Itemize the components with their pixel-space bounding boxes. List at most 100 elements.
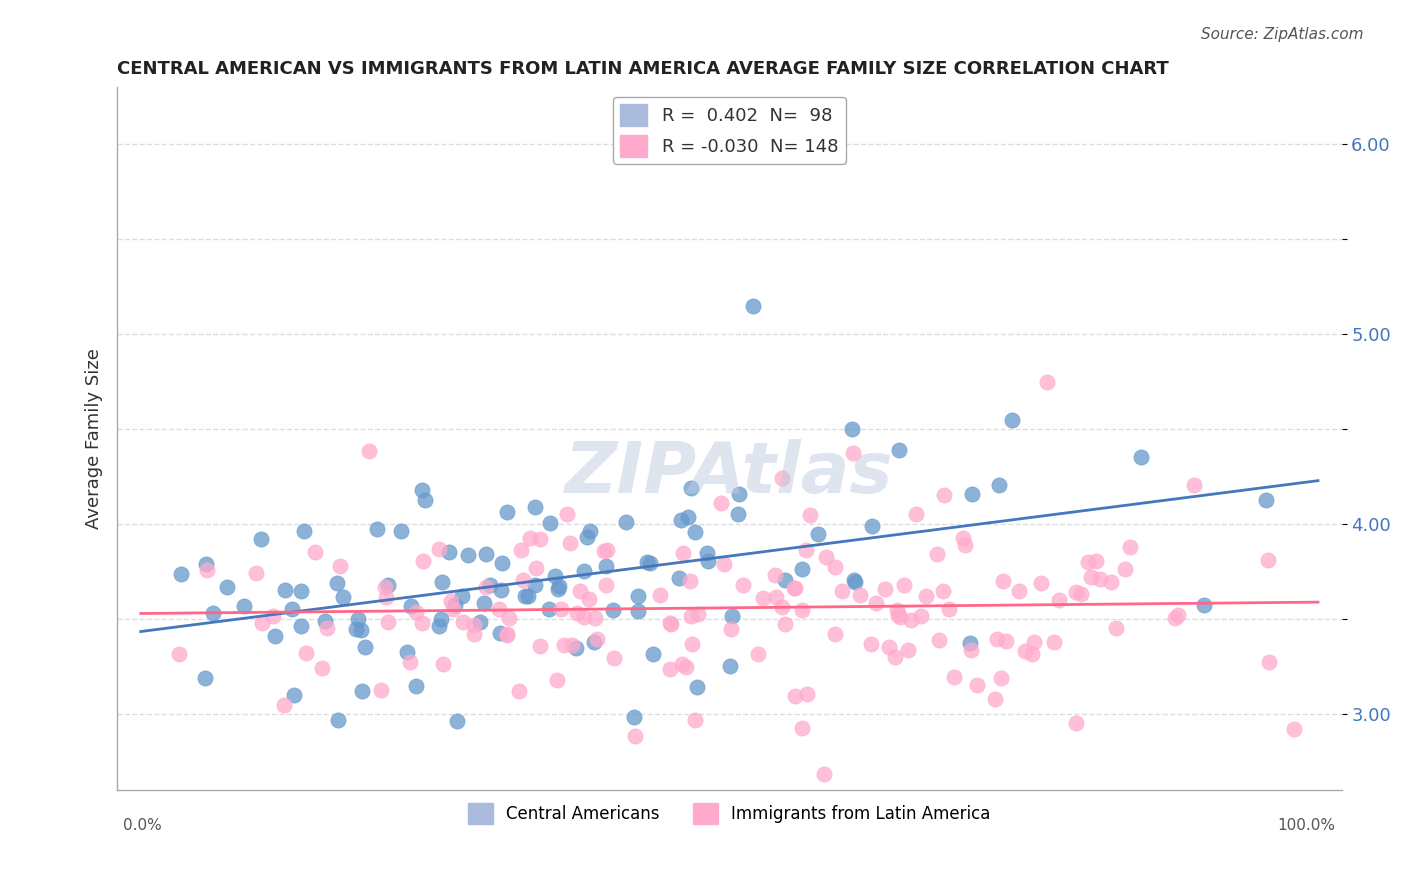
Central Americans [401, 599, 423, 613]
Central Americans [1001, 412, 1024, 426]
Central Americans [1254, 493, 1277, 508]
Immigrants from Latin America [1119, 541, 1142, 555]
Immigrants from Latin America [463, 627, 485, 641]
Immigrants from Latin America [1064, 585, 1087, 599]
Immigrants from Latin America [925, 547, 948, 561]
Central Americans [354, 640, 377, 655]
Immigrants from Latin America [578, 591, 600, 606]
Immigrants from Latin America [167, 647, 190, 661]
Central Americans [595, 559, 617, 574]
Central Americans [366, 522, 388, 536]
Immigrants from Latin America [572, 609, 595, 624]
Immigrants from Latin America [747, 647, 769, 661]
Immigrants from Latin America [991, 574, 1014, 588]
Central Americans [627, 604, 650, 618]
Central Americans [413, 493, 436, 508]
Immigrants from Latin America [900, 613, 922, 627]
Immigrants from Latin America [831, 583, 853, 598]
Immigrants from Latin America [995, 634, 1018, 648]
Central Americans [515, 589, 537, 603]
Central Americans [290, 619, 312, 633]
Immigrants from Latin America [942, 670, 965, 684]
Immigrants from Latin America [785, 582, 807, 596]
Central Americans [405, 679, 427, 693]
Immigrants from Latin America [751, 591, 773, 606]
Text: 100.0%: 100.0% [1278, 818, 1336, 833]
Central Americans [427, 619, 450, 633]
Central Americans [1192, 599, 1215, 613]
Immigrants from Latin America [1047, 593, 1070, 607]
Central Americans [491, 557, 513, 571]
Immigrants from Latin America [796, 687, 818, 701]
Immigrants from Latin America [374, 590, 396, 604]
Central Americans [614, 516, 637, 530]
Immigrants from Latin America [295, 646, 318, 660]
Immigrants from Latin America [546, 673, 568, 688]
Central Americans [411, 483, 433, 498]
Immigrants from Latin America [359, 444, 381, 458]
Central Americans [274, 582, 297, 597]
Immigrants from Latin America [429, 542, 451, 557]
Immigrants from Latin America [792, 603, 814, 617]
Central Americans [860, 519, 883, 533]
Immigrants from Latin America [928, 632, 950, 647]
Central Americans [696, 546, 718, 560]
Immigrants from Latin America [783, 582, 806, 596]
Immigrants from Latin America [377, 615, 399, 629]
Immigrants from Latin America [1114, 562, 1136, 576]
Central Americans [727, 507, 749, 521]
Immigrants from Latin America [519, 531, 541, 545]
Immigrants from Latin America [1042, 635, 1064, 649]
Immigrants from Latin America [496, 627, 519, 641]
Central Americans [489, 583, 512, 598]
Immigrants from Latin America [583, 611, 606, 625]
Immigrants from Latin America [304, 545, 326, 559]
Immigrants from Latin America [910, 609, 932, 624]
Immigrants from Latin America [586, 632, 609, 646]
Central Americans [496, 505, 519, 519]
Immigrants from Latin America [672, 545, 695, 559]
Central Americans [807, 527, 830, 541]
Central Americans [474, 547, 496, 561]
Central Americans [332, 590, 354, 604]
Central Americans [524, 500, 547, 515]
Immigrants from Latin America [783, 690, 806, 704]
Central Americans [889, 442, 911, 457]
Immigrants from Latin America [813, 767, 835, 781]
Immigrants from Latin America [938, 601, 960, 615]
Central Americans [741, 299, 763, 313]
Immigrants from Latin America [865, 596, 887, 610]
Immigrants from Latin America [915, 589, 938, 603]
Central Americans [1130, 450, 1153, 465]
Central Americans [517, 590, 540, 604]
Immigrants from Latin America [683, 714, 706, 728]
Immigrants from Latin America [960, 642, 983, 657]
Immigrants from Latin America [824, 560, 846, 574]
Immigrants from Latin America [1076, 555, 1098, 569]
Immigrants from Latin America [886, 603, 908, 617]
Immigrants from Latin America [1284, 722, 1306, 736]
Immigrants from Latin America [553, 638, 575, 652]
Central Americans [727, 487, 749, 501]
Immigrants from Latin America [498, 611, 520, 625]
Immigrants from Latin America [686, 607, 709, 621]
Central Americans [623, 709, 645, 723]
Immigrants from Latin America [624, 730, 647, 744]
Immigrants from Latin America [765, 590, 787, 604]
Central Americans [988, 478, 1011, 492]
Immigrants from Latin America [763, 568, 786, 582]
Central Americans [290, 584, 312, 599]
Central Americans [636, 555, 658, 569]
Central Americans [681, 481, 703, 495]
Central Americans [194, 672, 217, 686]
Immigrants from Latin America [796, 542, 818, 557]
Central Americans [582, 634, 605, 648]
Text: ZIPAtlas: ZIPAtlas [565, 439, 894, 508]
Central Americans [676, 509, 699, 524]
Immigrants from Latin America [1258, 655, 1281, 669]
Central Americans [685, 525, 707, 540]
Immigrants from Latin America [932, 583, 955, 598]
Immigrants from Latin America [773, 616, 796, 631]
Immigrants from Latin America [524, 561, 547, 575]
Text: CENTRAL AMERICAN VS IMMIGRANTS FROM LATIN AMERICA AVERAGE FAMILY SIZE CORRELATIO: CENTRAL AMERICAN VS IMMIGRANTS FROM LATI… [117, 60, 1168, 78]
